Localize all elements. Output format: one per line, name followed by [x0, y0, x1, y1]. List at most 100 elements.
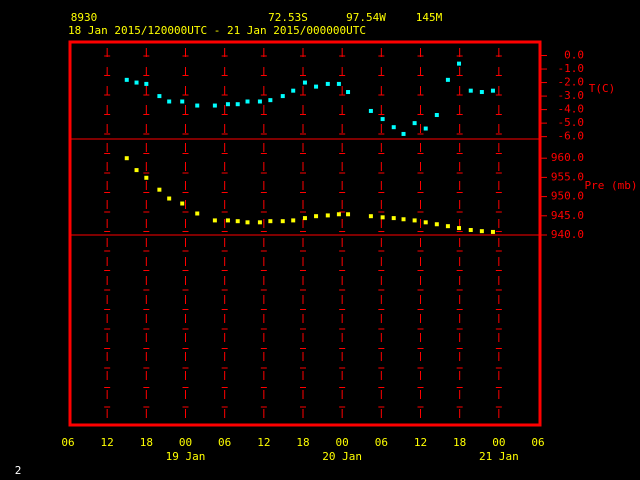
data-point: [457, 61, 462, 66]
x-tick-label: 00: [179, 436, 192, 449]
x-tick-label: 12: [257, 436, 270, 449]
y-tick-label: 940.0: [551, 228, 584, 241]
y-tick-label: 945.0: [551, 209, 584, 222]
data-point: [195, 211, 200, 216]
y-tick-label: -2.0: [558, 76, 585, 89]
y-tick-label: 0.0: [564, 49, 584, 62]
y-tick-label: -5.0: [558, 116, 585, 129]
y-tick-label: 955.0: [551, 170, 584, 183]
plot-frame: [68, 40, 542, 427]
data-point: [423, 126, 428, 131]
date-label: 19 Jan: [166, 450, 206, 463]
frame-number: 2: [15, 464, 22, 477]
data-point: [180, 99, 185, 104]
data-point: [346, 90, 351, 95]
data-point: [445, 77, 450, 82]
data-point: [434, 222, 439, 227]
data-point: [380, 117, 385, 122]
data-point: [468, 88, 473, 93]
data-point: [380, 215, 385, 220]
data-point: [391, 216, 396, 221]
data-point: [212, 103, 217, 108]
data-point: [280, 219, 285, 224]
date-label: 20 Jan: [322, 450, 362, 463]
data-point: [134, 80, 139, 85]
x-tick-label: 12: [414, 436, 427, 449]
data-point: [245, 220, 250, 225]
data-point: [257, 99, 262, 104]
data-point: [268, 219, 273, 224]
data-point: [423, 220, 428, 225]
y-tick-label: -4.0: [558, 103, 585, 116]
x-tick-label: 00: [336, 436, 349, 449]
x-tick-label: 18: [140, 436, 153, 449]
data-point: [490, 88, 495, 93]
data-point: [445, 224, 450, 229]
data-point: [479, 90, 484, 95]
data-point: [368, 108, 373, 113]
data-point: [157, 94, 162, 99]
latitude: 72.53S: [268, 11, 308, 24]
y-tick-label: 960.0: [551, 151, 584, 164]
y-tick-label: 950.0: [551, 190, 584, 203]
data-point: [314, 84, 319, 89]
data-point: [167, 196, 172, 201]
date-label: 21 Jan: [479, 450, 519, 463]
data-point: [490, 229, 495, 234]
x-tick-label: 06: [531, 436, 544, 449]
data-point: [144, 81, 149, 86]
data-point: [280, 94, 285, 99]
subtitle: 18 Jan 2015/120000UTC - 21 Jan 2015/0000…: [68, 24, 366, 37]
y-tick-label: -1.0: [558, 62, 585, 75]
data-point: [302, 80, 307, 85]
x-tick-label: 12: [101, 436, 114, 449]
data-point: [257, 220, 262, 225]
data-point: [302, 216, 307, 221]
data-point: [268, 98, 273, 103]
y-tick-label: -6.0: [558, 130, 585, 143]
elevation: 145M: [416, 11, 443, 24]
data-point: [401, 131, 406, 136]
data-point: [325, 213, 330, 218]
x-tick-label: 06: [375, 436, 388, 449]
data-point: [368, 214, 373, 219]
x-tick-label: 18: [453, 436, 466, 449]
series-label: Pre (mb): [585, 179, 638, 192]
data-point: [336, 212, 341, 217]
data-point: [401, 217, 406, 222]
data-point: [412, 218, 417, 223]
data-point: [336, 81, 341, 86]
data-point: [180, 201, 185, 206]
data-point: [235, 219, 240, 224]
x-tick-label: 06: [218, 436, 231, 449]
data-point: [291, 218, 296, 223]
data-point: [391, 125, 396, 130]
data-point: [291, 88, 296, 93]
data-point: [212, 218, 217, 223]
data-point: [346, 212, 351, 217]
data-point: [468, 228, 473, 233]
data-point: [235, 102, 240, 107]
data-point: [314, 214, 319, 219]
data-point: [225, 218, 230, 223]
data-point: [434, 113, 439, 118]
data-point: [157, 187, 162, 192]
data-point: [124, 156, 129, 161]
x-tick-label: 06: [61, 436, 74, 449]
y-tick-label: -3.0: [558, 89, 585, 102]
x-tick-label: 00: [492, 436, 505, 449]
x-tick-label: 18: [296, 436, 309, 449]
data-point: [195, 103, 200, 108]
data-point: [245, 99, 250, 104]
station-id: 8930: [71, 11, 98, 24]
data-point: [412, 121, 417, 126]
data-point: [144, 175, 149, 180]
longitude: 97.54W: [346, 11, 386, 24]
series-label: T(C): [589, 82, 616, 95]
data-point: [134, 168, 139, 173]
data-point: [325, 81, 330, 86]
data-point: [124, 77, 129, 82]
data-point: [225, 102, 230, 107]
